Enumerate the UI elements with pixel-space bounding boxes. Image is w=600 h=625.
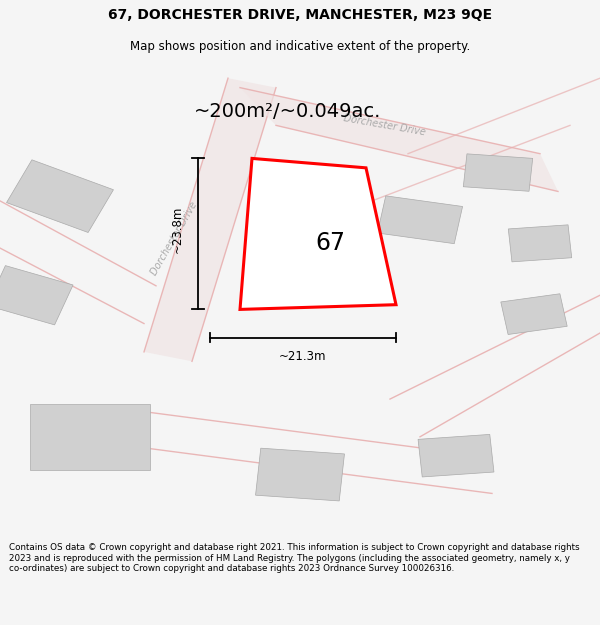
Text: ~200m²/~0.049ac.: ~200m²/~0.049ac.: [194, 102, 382, 121]
Polygon shape: [240, 158, 396, 309]
Text: 67, DORCHESTER DRIVE, MANCHESTER, M23 9QE: 67, DORCHESTER DRIVE, MANCHESTER, M23 9Q…: [108, 8, 492, 22]
Text: 67: 67: [315, 231, 345, 256]
Polygon shape: [418, 434, 494, 477]
Polygon shape: [30, 404, 150, 470]
Text: Dorchester Drive: Dorchester Drive: [149, 200, 199, 277]
Polygon shape: [240, 88, 558, 191]
Polygon shape: [0, 266, 73, 325]
Polygon shape: [270, 225, 354, 281]
Text: Dorchester Drive: Dorchester Drive: [342, 113, 426, 138]
Text: Contains OS data © Crown copyright and database right 2021. This information is : Contains OS data © Crown copyright and d…: [9, 544, 580, 573]
Polygon shape: [377, 196, 463, 244]
Polygon shape: [463, 154, 533, 191]
Text: ~21.3m: ~21.3m: [279, 350, 327, 363]
Polygon shape: [7, 160, 113, 232]
Text: Map shows position and indicative extent of the property.: Map shows position and indicative extent…: [130, 40, 470, 53]
Polygon shape: [144, 78, 276, 361]
Polygon shape: [508, 225, 572, 262]
Polygon shape: [501, 294, 567, 334]
Polygon shape: [256, 448, 344, 501]
Text: ~23.8m: ~23.8m: [170, 206, 184, 253]
